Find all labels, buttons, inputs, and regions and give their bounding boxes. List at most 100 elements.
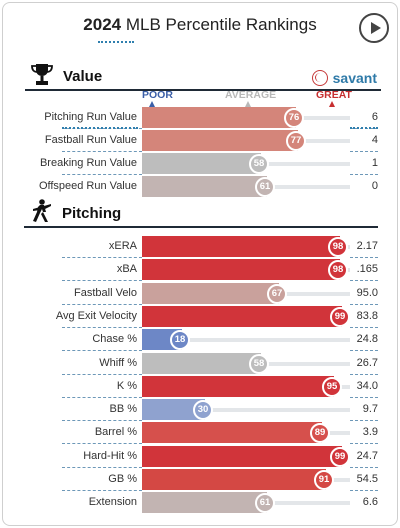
metric-value: 3.9 <box>362 426 378 439</box>
percentile-badge[interactable]: 98 <box>328 260 348 281</box>
percentile-bar <box>142 236 340 257</box>
percentile-track: 99 <box>142 305 350 327</box>
percentile-bar <box>142 352 261 374</box>
savant-brand-text: savant <box>332 70 377 86</box>
percentile-badge[interactable]: 98 <box>328 237 348 257</box>
scale-great-label: GREAT <box>316 89 352 101</box>
row-divider <box>350 443 378 445</box>
row-divider <box>350 280 378 282</box>
row-highlight <box>350 127 378 129</box>
metric-value: .165 <box>356 263 378 276</box>
play-button[interactable] <box>359 13 389 43</box>
metric-row: xERA 98 2.17 <box>0 236 400 259</box>
percentile-bar <box>142 176 267 197</box>
metric-row: K % 95 34.0 <box>0 375 400 399</box>
percentile-badge[interactable]: 91 <box>314 470 334 490</box>
percentile-track: 58 <box>142 352 350 374</box>
metric-value: 6.6 <box>362 496 378 509</box>
metric-label: Fastball Run Value <box>44 134 137 146</box>
percentile-bar <box>142 375 334 397</box>
row-divider <box>350 303 378 305</box>
percentile-track: 98 <box>142 259 350 281</box>
metric-value: 24.7 <box>356 449 378 462</box>
metric-row: Whiff % 58 26.7 <box>0 352 400 376</box>
row-divider <box>350 396 378 398</box>
metric-value: 9.7 <box>362 403 378 416</box>
metric-label: xBA <box>116 263 137 276</box>
metric-value: 83.8 <box>356 309 378 322</box>
percentile-badge[interactable]: 95 <box>322 376 342 397</box>
percentile-badge[interactable]: 99 <box>330 446 350 467</box>
metric-row: BB % 30 9.7 <box>0 399 400 422</box>
percentile-track: 99 <box>142 445 350 467</box>
percentile-track: 91 <box>142 469 350 490</box>
percentile-rail <box>142 408 350 413</box>
metric-row: Offspeed Run Value 61 0 <box>0 176 400 199</box>
percentile-badge[interactable]: 58 <box>249 154 269 174</box>
row-divider <box>62 420 142 422</box>
percentile-bar <box>142 259 340 281</box>
row-divider <box>350 326 378 328</box>
trophy-icon <box>31 64 53 85</box>
metric-row: Hard-Hit % 99 24.7 <box>0 445 400 469</box>
percentile-badge[interactable]: 77 <box>286 131 306 151</box>
metric-value: 0 <box>371 180 378 192</box>
average-marker-icon <box>245 101 251 107</box>
row-divider <box>350 373 378 375</box>
metric-row: Fastball Run Value 77 4 <box>0 130 400 153</box>
row-divider <box>62 303 142 305</box>
title-year: 2024 <box>83 15 122 34</box>
percentile-badge[interactable]: 61 <box>255 493 275 514</box>
percentile-bar <box>142 305 342 327</box>
metric-row: GB % 91 54.5 <box>0 469 400 492</box>
metric-value: 2.17 <box>356 240 378 252</box>
metric-label: BB % <box>109 403 137 416</box>
percentile-rail <box>142 338 350 343</box>
metric-value: 95.0 <box>356 286 378 299</box>
percentile-track: 76 <box>142 107 350 128</box>
percentile-badge[interactable]: 58 <box>249 353 269 374</box>
title-underline <box>98 41 134 43</box>
row-divider <box>62 490 142 491</box>
metric-value: 54.5 <box>356 473 378 485</box>
metric-label: Hard-Hit % <box>83 449 137 462</box>
metric-value: 34.0 <box>356 379 378 392</box>
percentile-badge[interactable]: 76 <box>284 108 304 128</box>
metric-label: Avg Exit Velocity <box>55 309 137 322</box>
row-divider <box>62 257 142 258</box>
metric-value: 26.7 <box>356 356 378 369</box>
metric-value: 6 <box>371 111 378 123</box>
percentile-badge[interactable]: 18 <box>170 330 190 351</box>
percentile-badge[interactable]: 67 <box>267 283 287 304</box>
value-section-header: Value savant <box>25 61 381 91</box>
metric-value: 24.8 <box>356 333 378 346</box>
metric-row: Avg Exit Velocity 99 83.8 <box>0 305 400 329</box>
percentile-track: 95 <box>142 375 350 397</box>
savant-logo: savant <box>311 70 377 86</box>
percentile-bar <box>142 399 205 421</box>
great-marker-icon <box>329 101 335 107</box>
percentile-badge[interactable]: 89 <box>310 423 330 444</box>
pitching-section-title: Pitching <box>62 205 122 222</box>
metric-label: K % <box>116 379 137 392</box>
percentile-badge[interactable]: 99 <box>330 306 350 327</box>
metric-value: 1 <box>371 157 378 169</box>
scale-poor-label: POOR <box>142 89 173 101</box>
row-divider <box>62 280 142 282</box>
metric-label: Fastball Velo <box>74 286 137 299</box>
metric-row: Fastball Velo 67 95.0 <box>0 282 400 306</box>
row-divider <box>350 350 378 352</box>
pitcher-icon <box>33 199 51 222</box>
metric-row: Chase % 18 24.8 <box>0 329 400 352</box>
percentile-track: 61 <box>142 176 350 197</box>
percentile-badge[interactable]: 61 <box>255 177 275 197</box>
percentile-badge[interactable]: 30 <box>193 400 213 421</box>
metric-row: xBA 98 .165 <box>0 259 400 282</box>
percentile-track: 61 <box>142 492 350 514</box>
metric-label: Whiff % <box>99 356 137 369</box>
value-section-title: Value <box>63 68 103 85</box>
row-divider <box>62 396 142 398</box>
metric-label: Offspeed Run Value <box>38 180 137 192</box>
row-divider <box>62 443 142 445</box>
row-highlight <box>62 127 138 129</box>
